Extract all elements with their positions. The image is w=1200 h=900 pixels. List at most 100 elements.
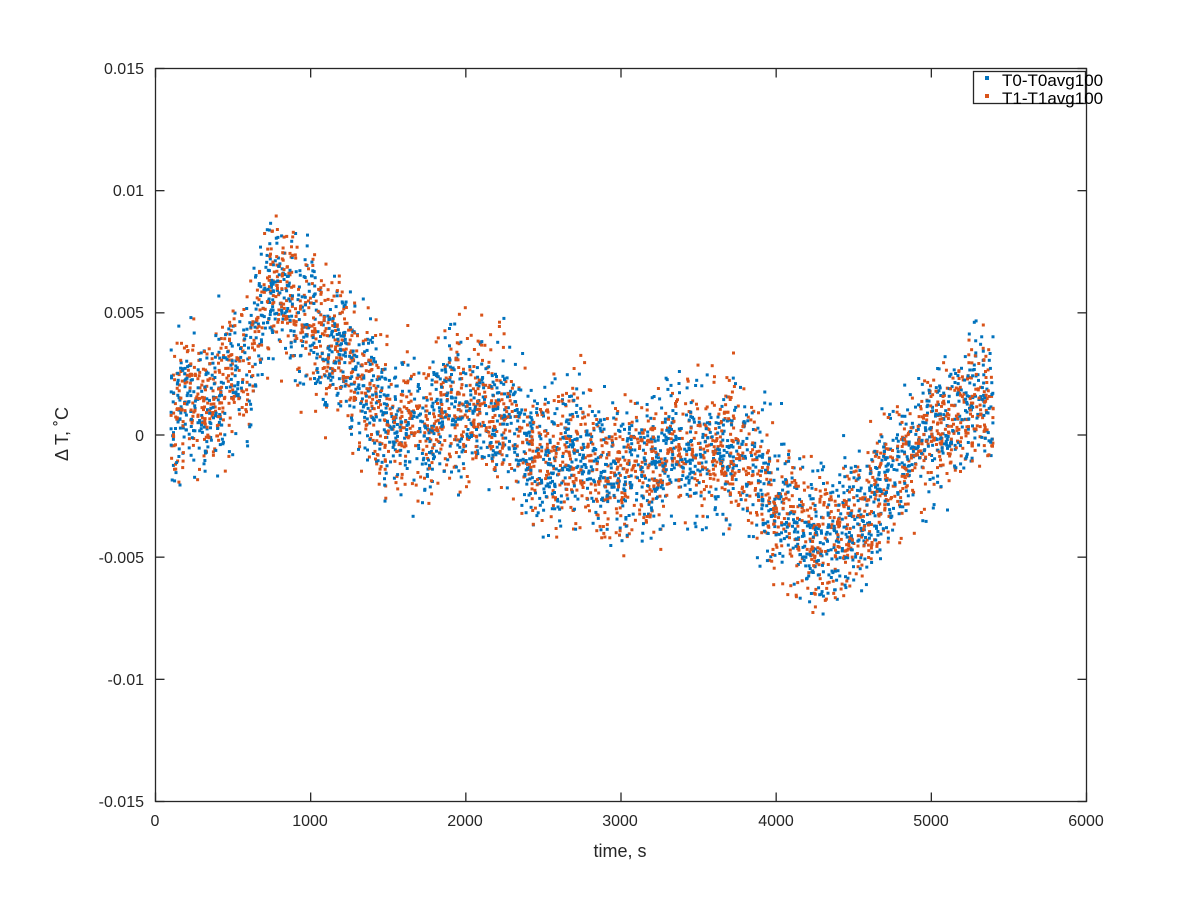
data-point-t1 (210, 357, 214, 361)
data-point-t0 (943, 355, 947, 359)
data-point-t0 (447, 356, 451, 360)
data-point-t0 (821, 612, 825, 616)
data-point-t1 (645, 515, 649, 518)
data-point-t0 (415, 457, 419, 461)
data-point-t1 (821, 582, 824, 585)
data-point-t0 (798, 596, 802, 600)
data-point-t1 (378, 471, 382, 475)
data-point-t0 (681, 466, 685, 470)
data-point-t1 (227, 454, 231, 458)
data-point-t0 (245, 373, 249, 377)
data-point-t1 (586, 454, 590, 458)
data-point-t0 (406, 363, 410, 367)
data-point-t1 (903, 474, 907, 478)
data-point-t0 (448, 365, 452, 369)
data-point-t0 (426, 474, 429, 478)
data-point-t0 (812, 549, 815, 553)
data-point-t1 (579, 479, 582, 483)
data-point-t1 (641, 481, 645, 485)
data-point-t1 (725, 376, 729, 380)
data-point-t0 (427, 458, 430, 462)
data-point-t1 (322, 283, 326, 287)
data-point-t1 (183, 381, 187, 385)
data-point-t1 (739, 429, 743, 433)
data-point-t0 (465, 409, 468, 413)
data-point-t1 (842, 594, 846, 598)
data-point-t1 (540, 413, 544, 417)
data-point-t1 (400, 426, 404, 430)
data-point-t0 (745, 493, 749, 497)
data-point-t1 (462, 393, 466, 397)
data-point-t0 (710, 435, 714, 439)
data-point-t1 (424, 439, 428, 443)
data-point-t1 (198, 467, 201, 471)
data-point-t0 (422, 396, 426, 400)
data-point-t1 (692, 436, 696, 440)
data-point-t1 (344, 306, 348, 309)
data-point-t0 (883, 470, 887, 474)
data-point-t1 (913, 466, 917, 470)
data-point-t0 (703, 450, 707, 454)
data-point-t1 (965, 418, 969, 422)
data-point-t0 (321, 323, 325, 327)
data-point-t0 (758, 430, 762, 434)
data-point-t0 (754, 465, 758, 469)
data-point-t0 (184, 428, 188, 432)
data-point-t0 (476, 452, 480, 456)
data-point-t0 (206, 408, 209, 412)
data-point-t0 (417, 443, 420, 447)
data-point-t0 (513, 450, 517, 454)
data-point-t1 (365, 331, 369, 334)
data-point-t0 (392, 442, 396, 446)
data-point-t1 (736, 404, 740, 408)
data-point-t0 (384, 471, 388, 475)
data-point-t1 (196, 414, 200, 418)
data-point-t0 (356, 391, 360, 395)
data-point-t1 (229, 328, 233, 332)
data-point-t1 (618, 506, 622, 510)
data-point-t1 (367, 358, 371, 362)
data-point-t0 (184, 377, 188, 381)
data-point-t1 (383, 467, 387, 471)
data-point-t1 (536, 452, 540, 455)
data-point-t1 (802, 481, 806, 485)
data-point-t0 (760, 469, 763, 473)
data-point-t0 (330, 330, 334, 334)
data-point-t0 (898, 422, 902, 426)
data-point-t0 (420, 452, 424, 455)
data-point-t0 (276, 235, 280, 239)
data-point-t0 (838, 574, 842, 578)
data-point-t0 (647, 502, 651, 506)
data-point-t1 (813, 605, 817, 609)
data-point-t1 (957, 427, 961, 431)
data-point-t0 (856, 522, 860, 526)
data-point-t1 (596, 513, 600, 517)
data-point-t1 (991, 441, 995, 445)
data-point-t0 (209, 406, 213, 410)
data-point-t1 (711, 449, 715, 453)
data-point-t1 (843, 549, 847, 553)
data-point-t1 (749, 451, 753, 454)
data-point-t0 (804, 555, 808, 559)
data-point-t1 (684, 462, 688, 466)
data-point-t1 (186, 368, 190, 372)
data-point-t0 (583, 463, 587, 467)
data-point-t0 (380, 460, 384, 464)
data-point-t0 (705, 373, 709, 377)
data-point-t1 (640, 438, 644, 442)
data-point-t1 (449, 390, 453, 394)
data-point-t1 (427, 466, 431, 470)
data-point-t1 (508, 463, 512, 466)
data-point-t1 (175, 341, 179, 345)
data-point-t1 (984, 376, 988, 379)
data-point-t1 (218, 386, 222, 390)
data-point-t1 (599, 438, 603, 442)
data-point-t1 (960, 395, 964, 399)
data-point-t1 (719, 443, 723, 447)
data-point-t1 (568, 454, 572, 458)
data-point-t0 (440, 368, 444, 372)
data-point-t0 (677, 382, 681, 385)
data-point-t1 (206, 433, 210, 437)
data-point-t1 (337, 274, 341, 278)
data-point-t1 (195, 439, 199, 442)
